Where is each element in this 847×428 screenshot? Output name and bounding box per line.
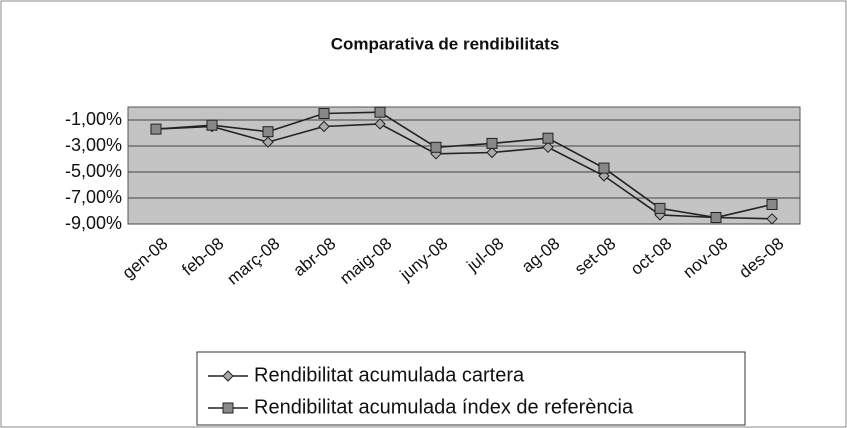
marker	[206, 119, 218, 131]
marker	[262, 136, 274, 148]
series-line	[155, 111, 773, 219]
legend-label: Rendibilitat acumulada cartera	[254, 364, 525, 386]
legend: Rendibilitat acumulada cartera Rendibilit…	[196, 351, 746, 426]
marker	[374, 106, 386, 118]
marker	[430, 141, 442, 153]
marker	[598, 162, 610, 174]
chart-title: Comparativa de rendibilitats	[331, 34, 560, 53]
marker	[766, 213, 778, 225]
y-tick-label: -5,00%	[65, 161, 122, 181]
series-line	[155, 123, 773, 220]
legend-label: Rendibilitat acumulada índex de referènc…	[254, 396, 634, 418]
legend-marker	[222, 370, 234, 382]
y-tick-label: -1,00%	[65, 109, 122, 129]
marker	[710, 212, 722, 223]
marker	[654, 202, 666, 214]
legend-marker	[222, 402, 234, 414]
marker	[486, 146, 498, 159]
y-tick-label: -9,00%	[65, 213, 122, 233]
marker	[150, 123, 162, 135]
y-tick-label: -7,00%	[65, 187, 122, 207]
plot-area	[127, 106, 801, 225]
legend-box	[196, 351, 746, 426]
marker	[542, 141, 554, 154]
marker	[766, 199, 778, 210]
marker	[542, 132, 554, 144]
y-tick-label: -3,00%	[65, 135, 122, 155]
marker	[262, 126, 274, 138]
marker	[318, 120, 330, 133]
marker	[374, 118, 386, 130]
marker	[318, 108, 330, 119]
marker	[486, 137, 498, 149]
